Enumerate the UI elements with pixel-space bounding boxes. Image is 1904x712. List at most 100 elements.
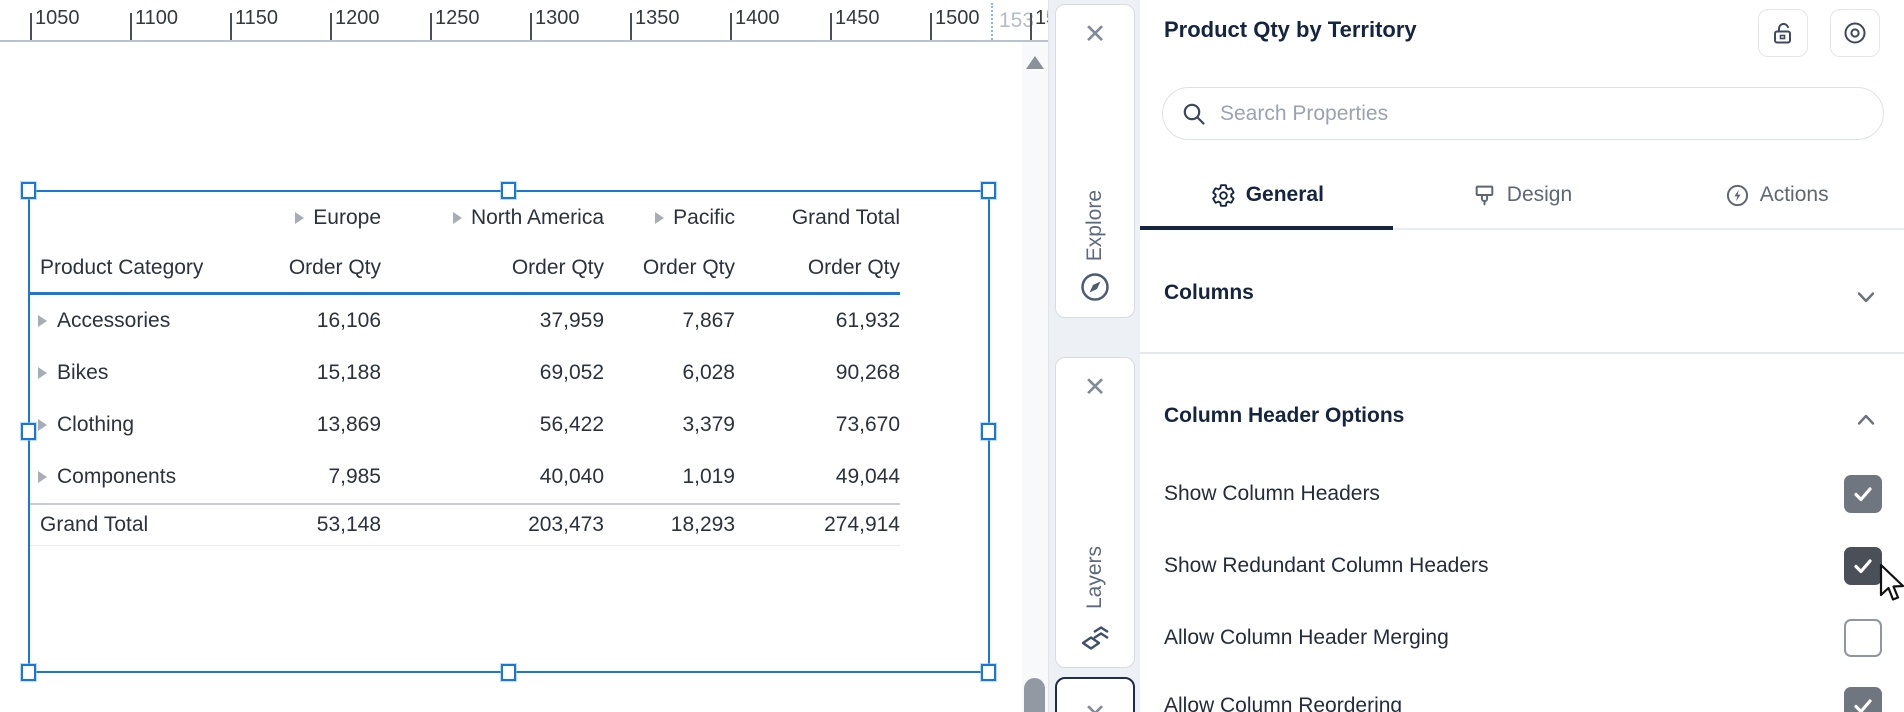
- tab-label: Design: [1506, 183, 1573, 206]
- dock-tab-explore[interactable]: ✕ Explore: [1055, 4, 1135, 318]
- ruler-tick-label: 1050: [35, 7, 80, 29]
- search-properties-input[interactable]: Search Properties: [1162, 87, 1884, 140]
- close-icon[interactable]: ✕: [1084, 701, 1107, 712]
- snap-guide-line: [991, 3, 993, 40]
- option-label-allow-column-reordering: Allow Column Reordering: [1164, 694, 1403, 712]
- measure-header: Order Qty: [642, 255, 735, 279]
- resize-handle-bottom-right[interactable]: [981, 664, 996, 681]
- compass-icon: [1081, 273, 1109, 301]
- ruler-tick: [930, 13, 932, 40]
- dock-tab-label: Explore: [1083, 189, 1106, 261]
- unlock-icon: [1774, 22, 1791, 44]
- tab-general[interactable]: General: [1140, 160, 1395, 230]
- chevron-up-icon[interactable]: [1854, 408, 1878, 432]
- total-separator-line: [28, 503, 900, 505]
- tabs-divider: [1140, 228, 1904, 230]
- tab-actions[interactable]: Actions: [1649, 160, 1904, 230]
- ruler-tick: [130, 13, 132, 40]
- tab-label: Actions: [1759, 183, 1829, 206]
- section-column-header-options[interactable]: Column Header Options: [1164, 404, 1405, 427]
- table-cell: 69,052: [539, 361, 604, 384]
- checkbox-show-column-headers[interactable]: [1844, 475, 1882, 513]
- table-cell: 73,670: [835, 413, 900, 436]
- table-bottom-border: [28, 545, 900, 546]
- row-header-components[interactable]: Components: [28, 465, 176, 489]
- close-icon[interactable]: ✕: [1083, 19, 1107, 49]
- expand-triangle-icon[interactable]: [452, 212, 462, 224]
- checkmark-icon: [1854, 487, 1872, 502]
- resize-handle-middle-left[interactable]: [21, 423, 36, 440]
- expand-triangle-icon[interactable]: [38, 419, 47, 431]
- mouse-cursor: [1878, 563, 1904, 605]
- ruler-tick: [830, 13, 832, 40]
- properties-panel: Product Qty by Territory Search Properti…: [1140, 0, 1904, 712]
- resize-handle-top-left[interactable]: [21, 182, 36, 199]
- checkmark-icon: [1854, 699, 1872, 712]
- resize-handle-top-center[interactable]: [501, 182, 516, 199]
- table-cell: 53,148: [316, 513, 381, 536]
- row-header-clothing[interactable]: Clothing: [28, 413, 134, 437]
- expand-triangle-icon[interactable]: [655, 212, 665, 224]
- visibility-icon: [1844, 22, 1866, 44]
- tab-design[interactable]: Design: [1395, 160, 1650, 230]
- group-header-north-america[interactable]: North America: [452, 206, 604, 230]
- group-header-pacific[interactable]: Pacific: [655, 206, 735, 230]
- scrollbar-thumb[interactable]: [1024, 678, 1045, 712]
- panel-title: Product Qty by Territory: [1164, 17, 1417, 42]
- design-canvas[interactable]: 1050 1100 1150 1200 1250 1300 1350 1400 …: [0, 0, 1048, 712]
- visibility-button[interactable]: [1830, 9, 1880, 57]
- ruler-tick-label: 1350: [635, 7, 680, 29]
- lightning-circle-icon: [1726, 184, 1748, 206]
- pivot-table[interactable]: Europe North America Pacific Grand Total…: [28, 193, 900, 546]
- header-separator-line: [28, 292, 900, 295]
- table-cell: 274,914: [824, 513, 900, 536]
- expand-triangle-icon[interactable]: [38, 367, 47, 379]
- ruler-tick: [730, 13, 732, 40]
- ruler-tick: [330, 13, 332, 40]
- table-cell: 18,293: [670, 513, 735, 536]
- gear-icon: [1212, 183, 1235, 207]
- table-row: Accessories 16,106 37,959 7,867 61,932: [28, 295, 900, 347]
- resize-handle-bottom-center[interactable]: [501, 664, 516, 681]
- table-row: Components 7,985 40,040 1,019 49,044: [28, 451, 900, 503]
- checkbox-show-redundant-column-headers[interactable]: [1844, 547, 1882, 585]
- resize-handle-bottom-left[interactable]: [21, 664, 36, 681]
- ruler-tick-label: 1550: [1035, 7, 1048, 29]
- table-row: Bikes 15,188 69,052 6,028 90,268: [28, 347, 900, 399]
- search-placeholder: Search Properties: [1220, 101, 1389, 125]
- row-header-accessories[interactable]: Accessories: [28, 309, 170, 333]
- table-cell: 7,985: [328, 465, 381, 488]
- scroll-up-arrow-icon[interactable]: [1026, 56, 1044, 69]
- lock-button[interactable]: [1758, 9, 1808, 57]
- panel-tabs: General Design Actions: [1140, 160, 1904, 230]
- chevron-down-icon[interactable]: [1854, 285, 1878, 309]
- canvas-vertical-scrollbar[interactable]: [1022, 42, 1048, 712]
- expand-triangle-icon[interactable]: [38, 471, 47, 483]
- resize-handle-middle-right[interactable]: [981, 423, 996, 440]
- resize-handle-top-right[interactable]: [981, 182, 996, 199]
- close-icon[interactable]: ✕: [1083, 372, 1107, 402]
- expand-triangle-icon[interactable]: [38, 315, 47, 327]
- row-header-bikes[interactable]: Bikes: [28, 361, 108, 385]
- snap-position-label: 153: [999, 9, 1035, 32]
- ruler-tick: [30, 13, 32, 40]
- checkbox-allow-column-header-merging[interactable]: [1844, 619, 1882, 657]
- expand-triangle-icon[interactable]: [295, 212, 305, 224]
- table-cell: 3,379: [682, 413, 735, 436]
- dock-tab-label: Layers: [1083, 545, 1106, 609]
- table-cell: 56,422: [539, 413, 604, 436]
- group-header-europe[interactable]: Europe: [295, 206, 381, 230]
- section-columns[interactable]: Columns: [1164, 281, 1254, 304]
- dock-tab-layers[interactable]: ✕ Layers: [1055, 357, 1135, 668]
- ruler-tick-label: 1400: [735, 7, 780, 29]
- brush-icon: [1475, 185, 1494, 205]
- table-cell: 49,044: [835, 465, 900, 488]
- checkbox-allow-column-reordering[interactable]: [1844, 687, 1882, 712]
- grand-total-row: Grand Total 53,148 203,473 18,293 274,91…: [28, 505, 900, 545]
- ruler-tick: [430, 13, 432, 40]
- table-row: Clothing 13,869 56,422 3,379 73,670: [28, 399, 900, 451]
- ruler-tick-label: 1450: [835, 7, 880, 29]
- column-header-row: Product Category Order Qty Order Qty Ord…: [28, 243, 900, 292]
- measure-header: Order Qty: [511, 255, 604, 279]
- dock-tab-active-partial[interactable]: ✕: [1055, 677, 1135, 712]
